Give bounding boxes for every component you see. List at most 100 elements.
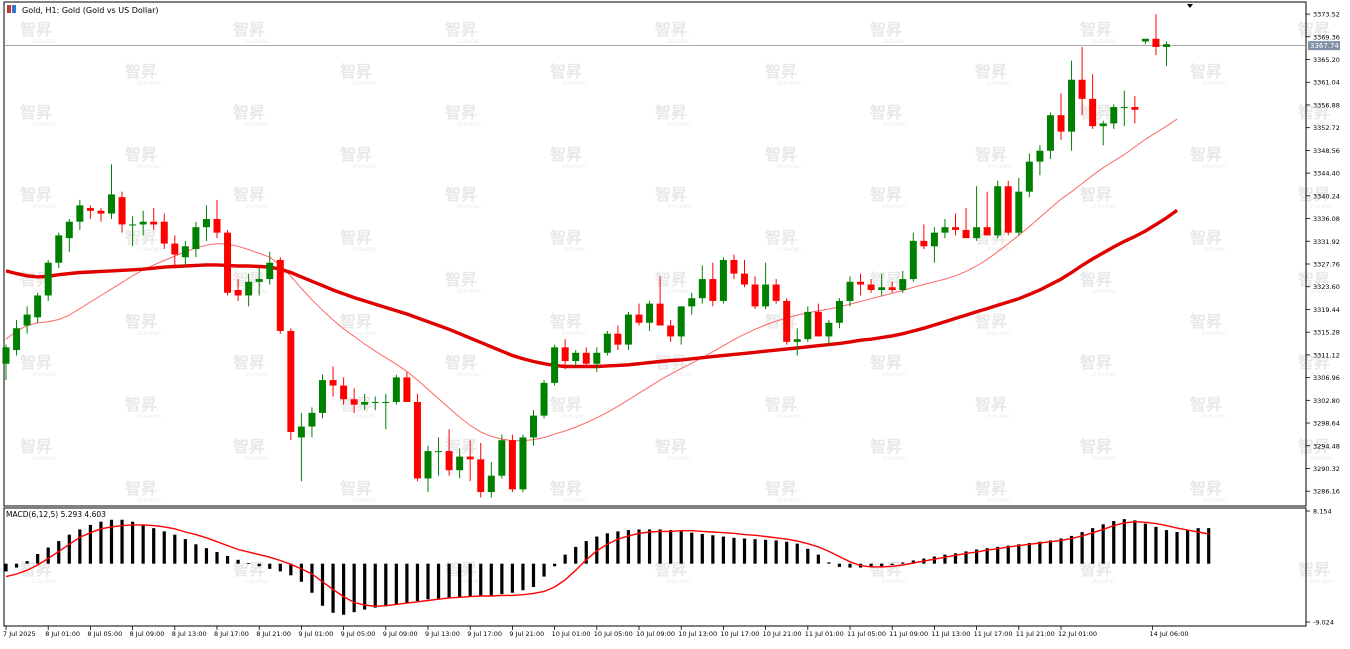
candle-body — [814, 311, 822, 337]
macd-bar — [626, 530, 631, 564]
macd-bar — [742, 538, 747, 564]
watermark-subtext: ZHISHENG — [457, 289, 481, 295]
candle — [1046, 112, 1054, 159]
candle-body — [846, 281, 854, 301]
watermark-text: 智昇 — [655, 20, 687, 39]
time-tick-label: 8 Jul 13:00 — [172, 630, 207, 638]
macd-signal-line — [5, 520, 1209, 608]
watermark-text: 智昇 — [975, 479, 1007, 498]
watermark-subtext: ZHISHENG — [352, 498, 376, 504]
chart-type-icon-part — [12, 5, 16, 13]
macd-bar — [911, 560, 915, 564]
macd-bar — [616, 531, 620, 564]
watermark-subtext: ZHISHENG — [882, 579, 906, 585]
macd-bar — [436, 563, 441, 599]
watermark-text: 智昇 — [20, 103, 52, 122]
candle — [962, 208, 970, 239]
candle-body — [677, 306, 685, 337]
time-tick-label: 10 Jul 17:00 — [720, 630, 759, 638]
candle — [181, 240, 189, 266]
candle-body — [762, 284, 770, 307]
candle — [888, 281, 896, 293]
moving-averages — [5, 118, 1179, 442]
candle — [614, 325, 622, 351]
watermark-subtext: ZHISHENG — [882, 372, 906, 378]
watermark-subtext: ZHISHENG — [245, 122, 269, 128]
candle — [867, 279, 875, 293]
watermark-subtext: ZHISHENG — [1202, 247, 1226, 253]
time-tick-label: 8 Jul 09:00 — [130, 630, 165, 638]
price-tick-label: 3315.28 — [1313, 329, 1340, 337]
candle — [97, 208, 105, 222]
candle-body — [319, 380, 326, 413]
macd-bar — [848, 563, 852, 568]
watermark-text: 智昇 — [340, 228, 372, 247]
macd-bar — [574, 546, 578, 564]
chart-shift-marker[interactable] — [1187, 4, 1193, 8]
watermark-text: 智昇 — [233, 437, 265, 456]
watermark-subtext: ZHISHENG — [245, 579, 269, 585]
candle — [825, 320, 833, 345]
candle-body — [445, 451, 453, 471]
macd-bar — [584, 541, 588, 564]
time-tick-label: 9 Jul 13:00 — [425, 630, 460, 638]
candle — [751, 276, 759, 310]
candle-body — [656, 303, 664, 326]
candle — [224, 229, 232, 296]
macd-bar — [394, 563, 398, 606]
macd-histogram — [4, 519, 1211, 615]
macd-bar — [658, 529, 662, 564]
time-tick-label: 10 Jul 13:00 — [678, 630, 717, 638]
watermark-subtext: ZHISHENG — [137, 498, 161, 504]
candle-body — [456, 456, 464, 471]
candle-body — [297, 426, 305, 438]
candle — [878, 273, 886, 296]
candle — [2, 344, 10, 381]
watermark-subtext: ZHISHENG — [1310, 122, 1334, 128]
macd-bar — [236, 559, 240, 564]
watermark-text: 智昇 — [125, 228, 157, 247]
candle — [646, 300, 654, 331]
watermark-subtext: ZHISHENG — [562, 498, 586, 504]
candle-body — [941, 227, 949, 233]
candle-body — [667, 325, 675, 337]
macd-bar — [975, 549, 979, 564]
macd-bar — [1164, 530, 1169, 564]
candle — [582, 347, 590, 367]
candle — [118, 191, 126, 233]
watermark-subtext: ZHISHENG — [1092, 372, 1116, 378]
candle — [920, 224, 928, 250]
candle — [192, 221, 200, 258]
price-tick-label: 3352.72 — [1313, 124, 1340, 132]
macd-bar — [827, 562, 831, 564]
macd-bar — [953, 553, 958, 564]
candle-body — [751, 284, 759, 307]
candle-body — [983, 227, 991, 236]
macd-bar — [194, 544, 198, 564]
candle-body — [13, 328, 21, 351]
candle-body — [635, 314, 643, 323]
candle-body — [572, 352, 580, 361]
macd-bar — [890, 563, 894, 565]
watermark-subtext: ZHISHENG — [457, 204, 481, 210]
candle-body — [55, 235, 63, 263]
candle — [899, 270, 907, 293]
watermark-text: 智昇 — [20, 185, 52, 204]
macd-bar — [78, 529, 82, 564]
candles — [2, 14, 1170, 498]
candle — [297, 412, 305, 482]
price-tick-label: 3298.64 — [1313, 420, 1340, 428]
candle — [487, 462, 495, 498]
macd-bar — [1027, 543, 1031, 564]
candle — [435, 437, 443, 476]
